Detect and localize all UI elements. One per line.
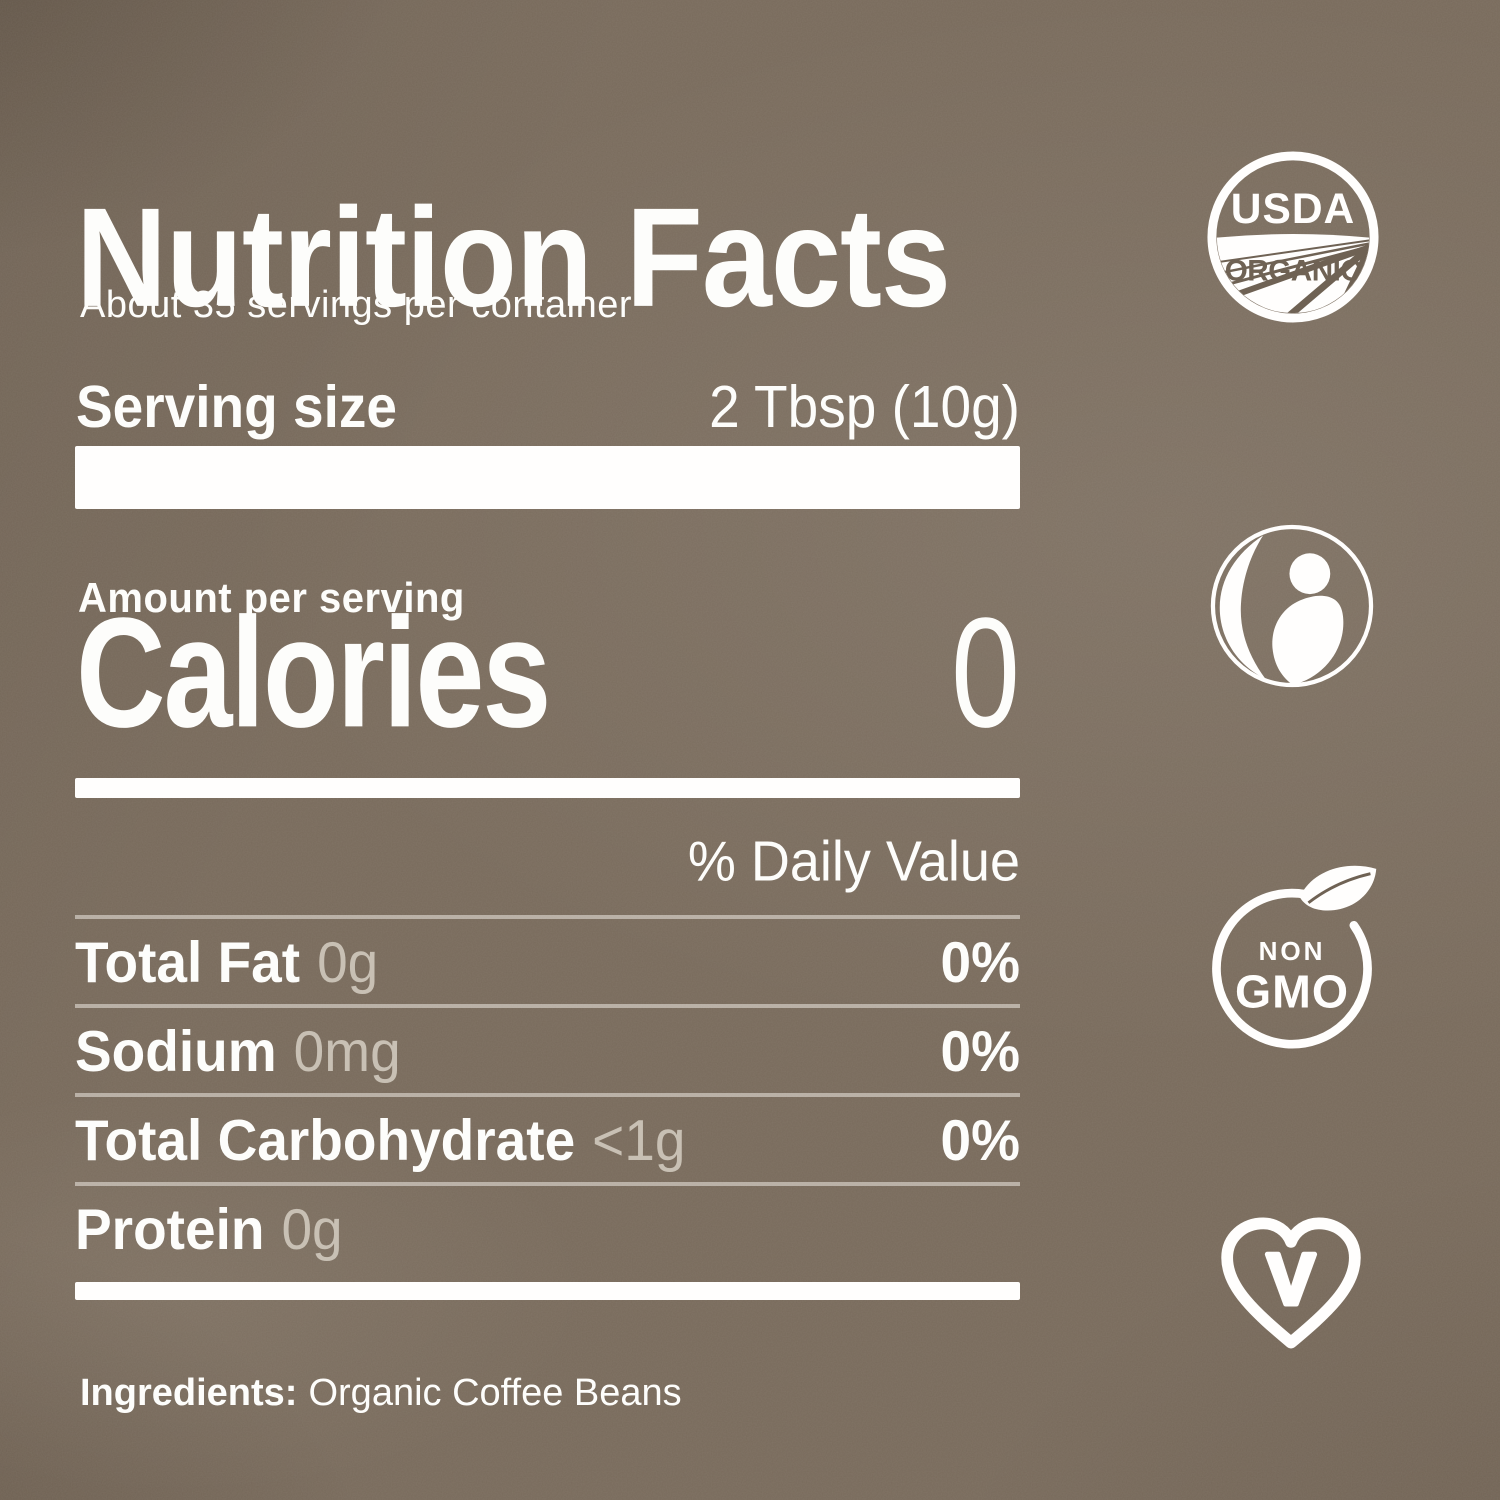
nutrient-name: Protein (75, 1195, 265, 1262)
page-title: Nutrition Facts (76, 178, 951, 337)
person-head (1289, 553, 1331, 595)
ingredients-label: Ingredients: (80, 1372, 298, 1414)
ingredients-value: Organic Coffee Beans (308, 1372, 682, 1414)
row-divider (75, 1182, 1020, 1186)
row-divider (75, 1093, 1020, 1097)
nutrient-name: Total Carbohydrate (75, 1106, 576, 1173)
calories-value: 0 (951, 586, 1020, 761)
leaf-icon (1299, 865, 1377, 911)
serving-size-label: Serving size (76, 373, 397, 441)
non-text: NON (1259, 936, 1326, 966)
daily-value-header: % Daily Value (687, 830, 1020, 894)
servings-note: About 35 servings per container (80, 284, 633, 326)
usda-organic-icon: ORGANIC USDA (1207, 151, 1379, 323)
usda-text: USDA (1231, 186, 1355, 233)
vegan-letter: V (1267, 1240, 1315, 1320)
nutrient-table: Total Fat 0g 0% Sodium 0mg 0% Total Carbohydra… (75, 915, 1020, 1271)
nutrient-amount: 0g (317, 928, 379, 995)
nutrient-name: Sodium (75, 1017, 277, 1084)
nutrient-amount: <1g (592, 1106, 686, 1173)
fairtrade-icon (1210, 524, 1374, 688)
serving-size-row: Serving size 2 Tbsp (10g) (76, 372, 1020, 441)
fairtrade-crescent (1219, 535, 1266, 680)
non-gmo-badge: NON GMO (1200, 860, 1384, 1054)
nutrient-name: Total Fat (75, 928, 301, 995)
nutrient-daily-value: 0% (940, 1106, 1021, 1173)
row-divider (75, 915, 1020, 919)
nutrient-daily-value: 0% (940, 1017, 1021, 1084)
thick-divider-bar-bottom (75, 1282, 1020, 1300)
person-body-swoosh (1272, 595, 1344, 686)
fairtrade-ring (1210, 524, 1374, 688)
gmo-text: GMO (1235, 965, 1349, 1017)
nutrient-row: Total Fat 0g 0% (75, 917, 1020, 1006)
fairtrade-badge (1207, 521, 1377, 691)
vegan-badge: V (1207, 1203, 1375, 1363)
serving-size-value: 2 Tbsp (10g) (709, 373, 1020, 441)
usda-organic-badge: ORGANIC USDA (1204, 148, 1382, 326)
leaf-vein (1307, 872, 1371, 904)
nutrient-amount: 0mg (293, 1017, 401, 1084)
calories-label: Calories (76, 586, 551, 761)
nutrient-daily-value: 0% (940, 928, 1021, 995)
row-divider (75, 1004, 1020, 1008)
ingredients-row: Ingredients: Organic Coffee Beans (80, 1372, 682, 1415)
non-gmo-arc (1212, 888, 1372, 1049)
nutrient-row: Total Carbohydrate <1g 0% (75, 1095, 1020, 1184)
amount-per-serving-label: Amount per serving (78, 575, 465, 622)
vegan-heart-icon: V (1221, 1217, 1361, 1349)
nutrient-row: Protein 0g (75, 1184, 1020, 1273)
calories-row: Calories 0 (76, 584, 1020, 763)
thick-divider-bar-top (75, 446, 1020, 509)
nutrient-row: Sodium 0mg 0% (75, 1006, 1020, 1095)
divider-bar-under-calories (75, 778, 1020, 798)
seal-ring (1207, 151, 1379, 323)
heart-outline (1221, 1217, 1361, 1349)
non-gmo-icon: NON GMO (1212, 865, 1377, 1049)
nutrient-amount: 0g (281, 1195, 343, 1262)
